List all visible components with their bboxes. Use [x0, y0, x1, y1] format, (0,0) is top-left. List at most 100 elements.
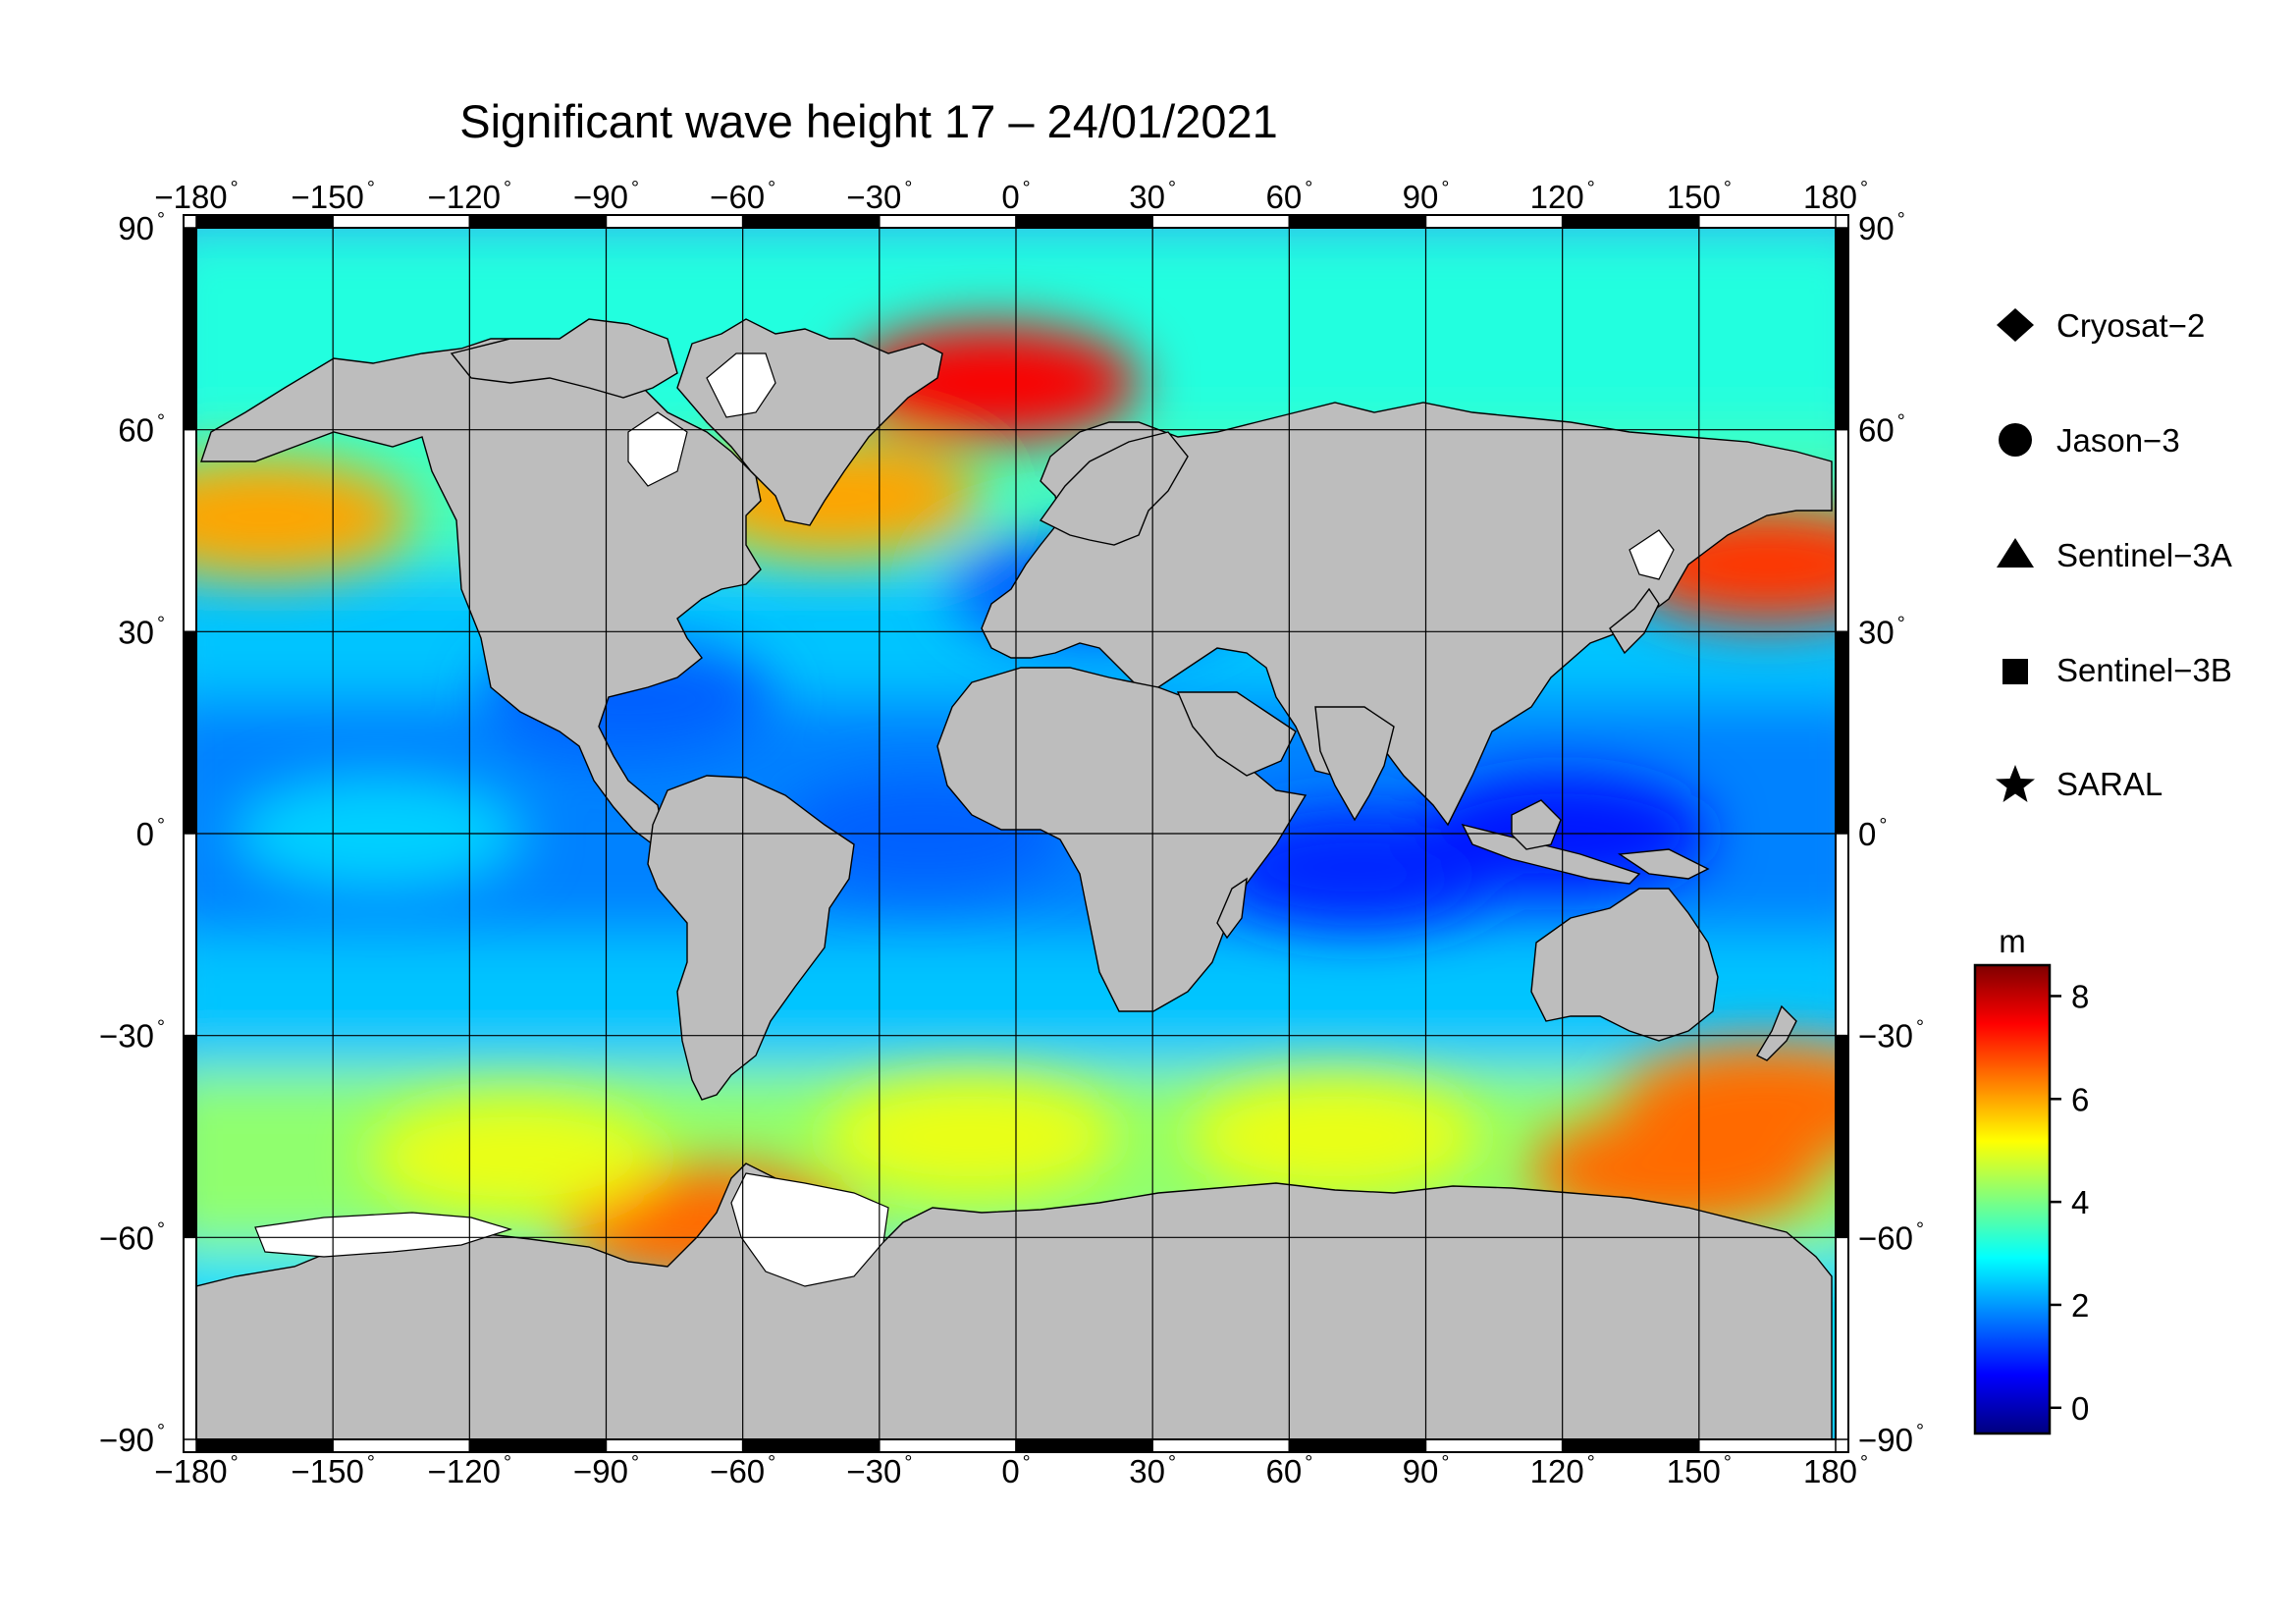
longitude-tick-label: 120 ° — [1530, 1452, 1595, 1489]
frame-segment — [332, 1438, 471, 1453]
wave-region-mark — [367, 1098, 663, 1217]
frame-segment — [183, 1034, 197, 1239]
colorbar-tick-label: 8 — [2071, 978, 2089, 1014]
ice-weddell — [730, 1172, 889, 1287]
legend-item-sentinel3a: Sentinel−3A — [1997, 537, 2232, 573]
legend-label: Cryosat−2 — [2056, 307, 2205, 344]
longitude-labels-bottom: −180 ° −150 ° −120 ° −90 ° −60 ° −30 ° 0 ° 30 ° 60 ° 90 ° 12… — [154, 1452, 1868, 1489]
latitude-tick-label: 60 ° — [1858, 411, 1905, 449]
land-south-america — [647, 775, 855, 1101]
frame-segment — [741, 214, 881, 229]
wave-region-mark — [196, 458, 412, 576]
latitude-tick-label: −30 ° — [99, 1017, 165, 1055]
frame-segment — [879, 214, 1017, 229]
latitude-tick-label: 60 ° — [118, 411, 165, 449]
colorbar-tick-label: 4 — [2071, 1184, 2089, 1220]
land-eurasia — [981, 402, 1833, 827]
land-new-guinea — [1617, 848, 1710, 880]
frame-segment — [741, 1438, 881, 1453]
latitude-tick-label: 30 ° — [1858, 613, 1905, 650]
longitude-tick-label: −150 ° — [291, 178, 374, 215]
frame-inner-outline — [195, 227, 1837, 1440]
legend-label: SARAL — [2056, 766, 2163, 802]
latitude-tick-label: −90 ° — [1858, 1421, 1924, 1458]
frame-segment — [1561, 214, 1700, 229]
legend-item-saral: SARAL — [1996, 765, 2163, 802]
star-icon — [1996, 765, 2035, 802]
wave-region-mark — [823, 1077, 1118, 1196]
longitude-tick-label: −150 ° — [291, 1452, 374, 1489]
land-japan — [1609, 587, 1660, 655]
frame-segment — [1835, 1236, 1849, 1440]
frame-segment — [1835, 833, 1849, 1037]
frame-segment — [1015, 214, 1153, 229]
land-arctic-islands — [450, 318, 678, 399]
ice-hudson-bay — [627, 411, 688, 487]
longitude-tick-label: −60 ° — [710, 1452, 775, 1489]
longitude-tick-label: −120 ° — [428, 178, 511, 215]
ice-okhotsk — [1629, 529, 1675, 580]
land-borneo — [1511, 799, 1562, 850]
longitude-tick-label: −120 ° — [428, 1452, 511, 1489]
latitude-tick-label: 0 ° — [1858, 815, 1887, 852]
legend-label: Sentinel−3B — [2056, 652, 2232, 688]
legend-item-jason3: Jason−3 — [1999, 422, 2180, 459]
longitude-tick-label: −180 ° — [154, 178, 238, 215]
colorbar-gradient — [1973, 963, 2052, 1435]
longitude-labels-top: −180 ° −150 ° −120 ° −90 ° −60 ° −30 ° 0 ° 30 ° 60 ° 90 ° 12… — [154, 178, 1868, 215]
longitude-tick-label: 30 ° — [1129, 178, 1176, 215]
frame-segment — [183, 428, 197, 633]
frame-segment — [1288, 1438, 1427, 1453]
colorbar-tick-label: 0 — [2071, 1390, 2089, 1427]
land-arabia — [1176, 691, 1297, 777]
longitude-tick-label: 120 ° — [1530, 178, 1595, 215]
latitude-tick-label: −30 ° — [1858, 1017, 1924, 1055]
frame-segment — [1015, 1438, 1153, 1453]
frame-segment — [183, 630, 197, 835]
circle-icon — [1999, 423, 2032, 457]
latitude-tick-label: 90 ° — [118, 209, 165, 246]
longitude-tick-label: 0 ° — [1001, 1452, 1030, 1489]
land-antarctica — [196, 1163, 1833, 1439]
triangle-icon — [1997, 538, 2034, 568]
map-area — [196, 228, 1836, 1439]
land-masses — [196, 318, 1833, 1439]
longitude-tick-label: 150 ° — [1667, 1452, 1732, 1489]
frame-segment — [1424, 214, 1564, 229]
longitude-tick-label: −180 ° — [154, 1452, 238, 1489]
land-africa — [936, 667, 1308, 1012]
latitude-tick-label: 30 ° — [118, 613, 165, 650]
longitude-tick-label: −30 ° — [846, 178, 912, 215]
frame-segment — [1698, 1438, 1837, 1453]
frame-segment — [1835, 428, 1849, 633]
longitude-tick-label: 60 ° — [1265, 1452, 1312, 1489]
map-frame — [183, 214, 1849, 1453]
frame-segment — [1424, 1438, 1564, 1453]
chart-title: Significant wave height 17 – 24/01/2021 — [459, 95, 1278, 147]
graticule — [196, 228, 1836, 1439]
longitude-tick-label: 90 ° — [1403, 178, 1450, 215]
longitude-tick-label: −30 ° — [846, 1452, 912, 1489]
frame-segment — [1835, 227, 1849, 431]
frame-segment — [1835, 1034, 1849, 1239]
legend-label: Jason−3 — [2056, 422, 2180, 459]
longitude-tick-label: −60 ° — [710, 178, 775, 215]
longitude-tick-label: 150 ° — [1667, 178, 1732, 215]
satellite-legend: Cryosat−2 Jason−3 Sentinel−3A Sentinel−3… — [1996, 307, 2232, 802]
frame-segment — [605, 1438, 744, 1453]
legend-label: Sentinel−3A — [2056, 537, 2232, 573]
colorbar: m 0 2 4 6 8 — [1973, 923, 2089, 1435]
colorbar-tick-label: 2 — [2071, 1287, 2089, 1324]
latitude-tick-label: −60 ° — [99, 1218, 165, 1256]
frame-segment — [183, 1236, 197, 1440]
frame-segment — [195, 214, 334, 229]
land-new-zealand — [1756, 1004, 1797, 1061]
ice-greenland-cap — [706, 352, 776, 418]
frame-segment — [1151, 1438, 1291, 1453]
longitude-tick-label: 90 ° — [1403, 1452, 1450, 1489]
frame-segment — [1835, 630, 1849, 835]
colorbar-unit-label: m — [1999, 923, 2026, 959]
longitude-tick-label: 0 ° — [1001, 178, 1030, 215]
ice-zones — [254, 352, 1675, 1287]
